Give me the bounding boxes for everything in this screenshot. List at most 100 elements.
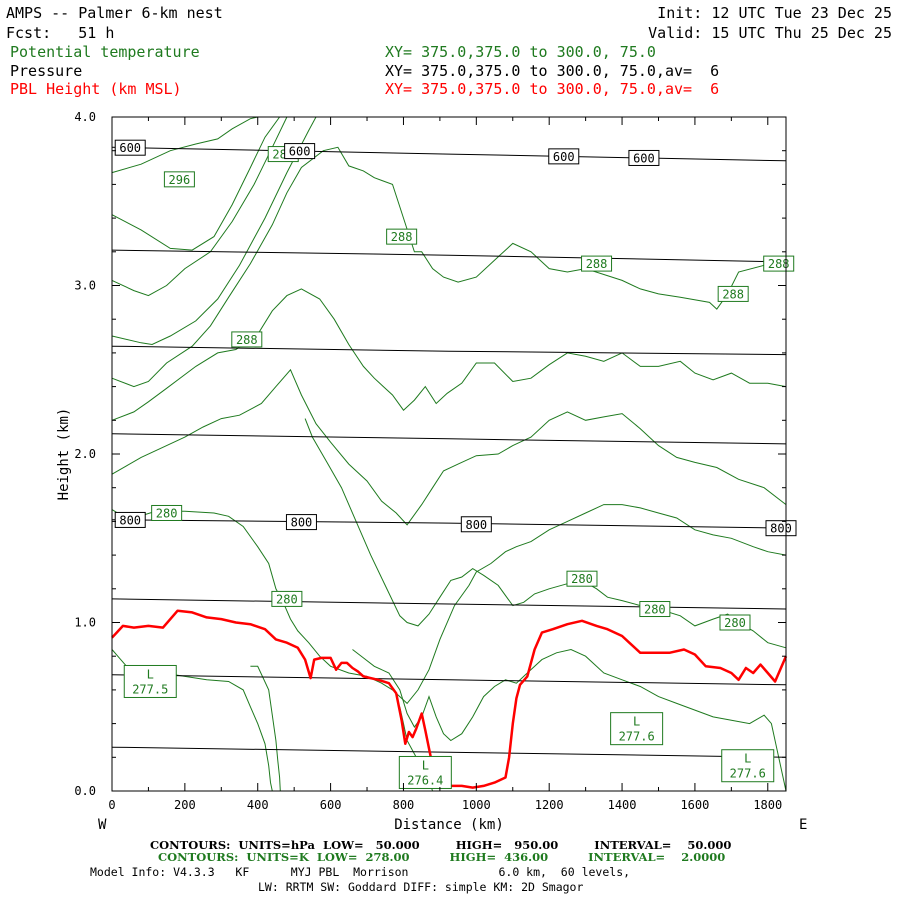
east-label: E (799, 817, 807, 833)
theta-label-8: 280 (276, 592, 298, 606)
isobar-label-800-1: 800 (291, 516, 313, 530)
model-physics: LW: RRTM SW: Goddard DIFF: simple KM: 2D… (258, 880, 584, 894)
theta-contour-1 (111, 116, 281, 251)
theta-label-6-box (231, 331, 263, 348)
theta-label-2-box (386, 228, 418, 245)
isobar-label-800-0-box (114, 511, 146, 528)
theta-contour-5 (111, 288, 787, 421)
field-pbl-height: PBL Height (km MSL) (10, 80, 182, 98)
theta-contour-4 (111, 146, 787, 388)
x-axis-label: Distance (km) (394, 817, 504, 833)
y-tick-label-3: 3.0 (74, 279, 96, 293)
low-box-1 (610, 712, 664, 746)
isobar-850 (111, 598, 787, 610)
theta-contour-6 (111, 368, 787, 526)
isobar-750 (111, 433, 787, 445)
theta-contours (111, 116, 787, 792)
low-box-3 (398, 755, 452, 789)
pressure-isobars (111, 146, 787, 758)
isobar-label-800-2-box (460, 516, 492, 533)
model-info: Model Info: V4.3.3 KF MYJ PBL Morrison 6… (90, 865, 631, 879)
field-pressure: Pressure (10, 62, 83, 80)
low-letter-1: L (633, 715, 640, 729)
isobar-600 (111, 146, 787, 162)
xy-pressure: XY= 375.0,375.0 to 300.0, 75.0,av= 6 (385, 62, 720, 80)
x-tick-label-3: 600 (320, 798, 342, 812)
pressure-contour-info: CONTOURS: UNITS=hPa LOW= 50.000 HIGH= 95… (150, 838, 732, 852)
theta-label-0-box (163, 171, 195, 188)
xy-pbl: XY= 375.0,375.0 to 300.0, 75.0,av= 6 (385, 80, 720, 98)
low-value-1: 277.6 (619, 730, 655, 744)
isobar-label-800-2: 800 (465, 518, 487, 532)
low-value-2: 277.6 (730, 767, 766, 781)
theta-label-2: 288 (391, 230, 413, 244)
theta-contour-8 (304, 418, 787, 649)
theta-contour-7 (111, 504, 787, 705)
x-tick-label-2: 400 (247, 798, 269, 812)
x-tick-label-9: 1800 (753, 798, 782, 812)
field-potential-temperature: Potential temperature (10, 43, 200, 61)
theta-label-11-box (719, 614, 751, 631)
theta-contour-2 (111, 116, 288, 297)
y-tick-label-0: 0.0 (74, 784, 96, 798)
theta-label-10-box (639, 601, 671, 618)
low-letter-3: L (422, 758, 429, 772)
west-label: W (98, 817, 107, 833)
isobar-800 (111, 519, 787, 529)
theta-label-0: 296 (169, 173, 191, 187)
isobar-label-600-3-box (628, 149, 660, 166)
y-tick-label-1: 1.0 (74, 616, 96, 630)
theta-label-6: 288 (236, 333, 258, 347)
low-box-2 (721, 749, 775, 783)
isobar-label-800-3: 800 (770, 522, 792, 536)
isobar-label-800-3-box (765, 520, 797, 537)
x-tick-label-0: 0 (108, 798, 115, 812)
isobar-label-600-1: 600 (289, 145, 311, 159)
isobar-label-600-0: 600 (119, 141, 141, 155)
init-time: Init: 12 UTC Tue 23 Dec 25 (657, 4, 892, 22)
plot-frame (111, 116, 787, 792)
theta-label-7: 280 (156, 506, 178, 520)
theta-label-7-box (151, 504, 183, 521)
low-box-0 (123, 664, 177, 698)
isobar-label-600-2: 600 (553, 150, 575, 164)
theta-label-4: 288 (768, 257, 790, 271)
theta-label-8-box (271, 590, 303, 607)
isobar-label-600-1-box (284, 143, 316, 160)
theta-label-11: 280 (724, 616, 746, 630)
isobar-900 (111, 674, 787, 686)
isobar-650 (111, 249, 787, 263)
low-value-0: 277.5 (132, 682, 168, 696)
isobar-label-800-0: 800 (119, 513, 141, 527)
theta-label-3-box (581, 255, 613, 272)
x-tick-label-6: 1200 (535, 798, 564, 812)
theta-label-10: 280 (644, 603, 666, 617)
theta-contour-0 (111, 116, 258, 174)
y-axis-label: Height (km) (56, 408, 72, 501)
theta-contour-10 (250, 665, 281, 792)
low-value-3: 276.4 (407, 773, 443, 787)
isobar-label-800-1-box (285, 514, 317, 531)
y-tick-label-4: 4.0 (74, 110, 96, 124)
theta-label-5-box (717, 285, 749, 302)
theta-label-9: 280 (571, 572, 593, 586)
isobar-label-600-0-box (114, 139, 146, 156)
y-tick-label-2: 2.0 (74, 447, 96, 461)
isobar-label-600-3: 600 (633, 151, 655, 165)
isobar-950 (111, 746, 787, 758)
x-tick-label-8: 1600 (680, 798, 709, 812)
theta-label-9-box (566, 570, 598, 587)
model-title: AMPS -- Palmer 6-km nest (6, 4, 223, 22)
low-letter-0: L (147, 667, 154, 681)
valid-time: Valid: 15 UTC Thu 25 Dec 25 (648, 24, 892, 42)
low-letter-2: L (744, 752, 751, 766)
x-tick-label-5: 1000 (462, 798, 491, 812)
xy-theta: XY= 375.0,375.0 to 300.0, 75.0 (385, 43, 656, 61)
isobar-700 (111, 345, 787, 356)
axes: 0 200 400 600 800 1000 1200 1400 1600 1800 0.0 1.0 2… (74, 110, 786, 812)
forecast-hour: Fcst: 51 h (6, 24, 115, 42)
x-tick-label-1: 200 (174, 798, 196, 812)
